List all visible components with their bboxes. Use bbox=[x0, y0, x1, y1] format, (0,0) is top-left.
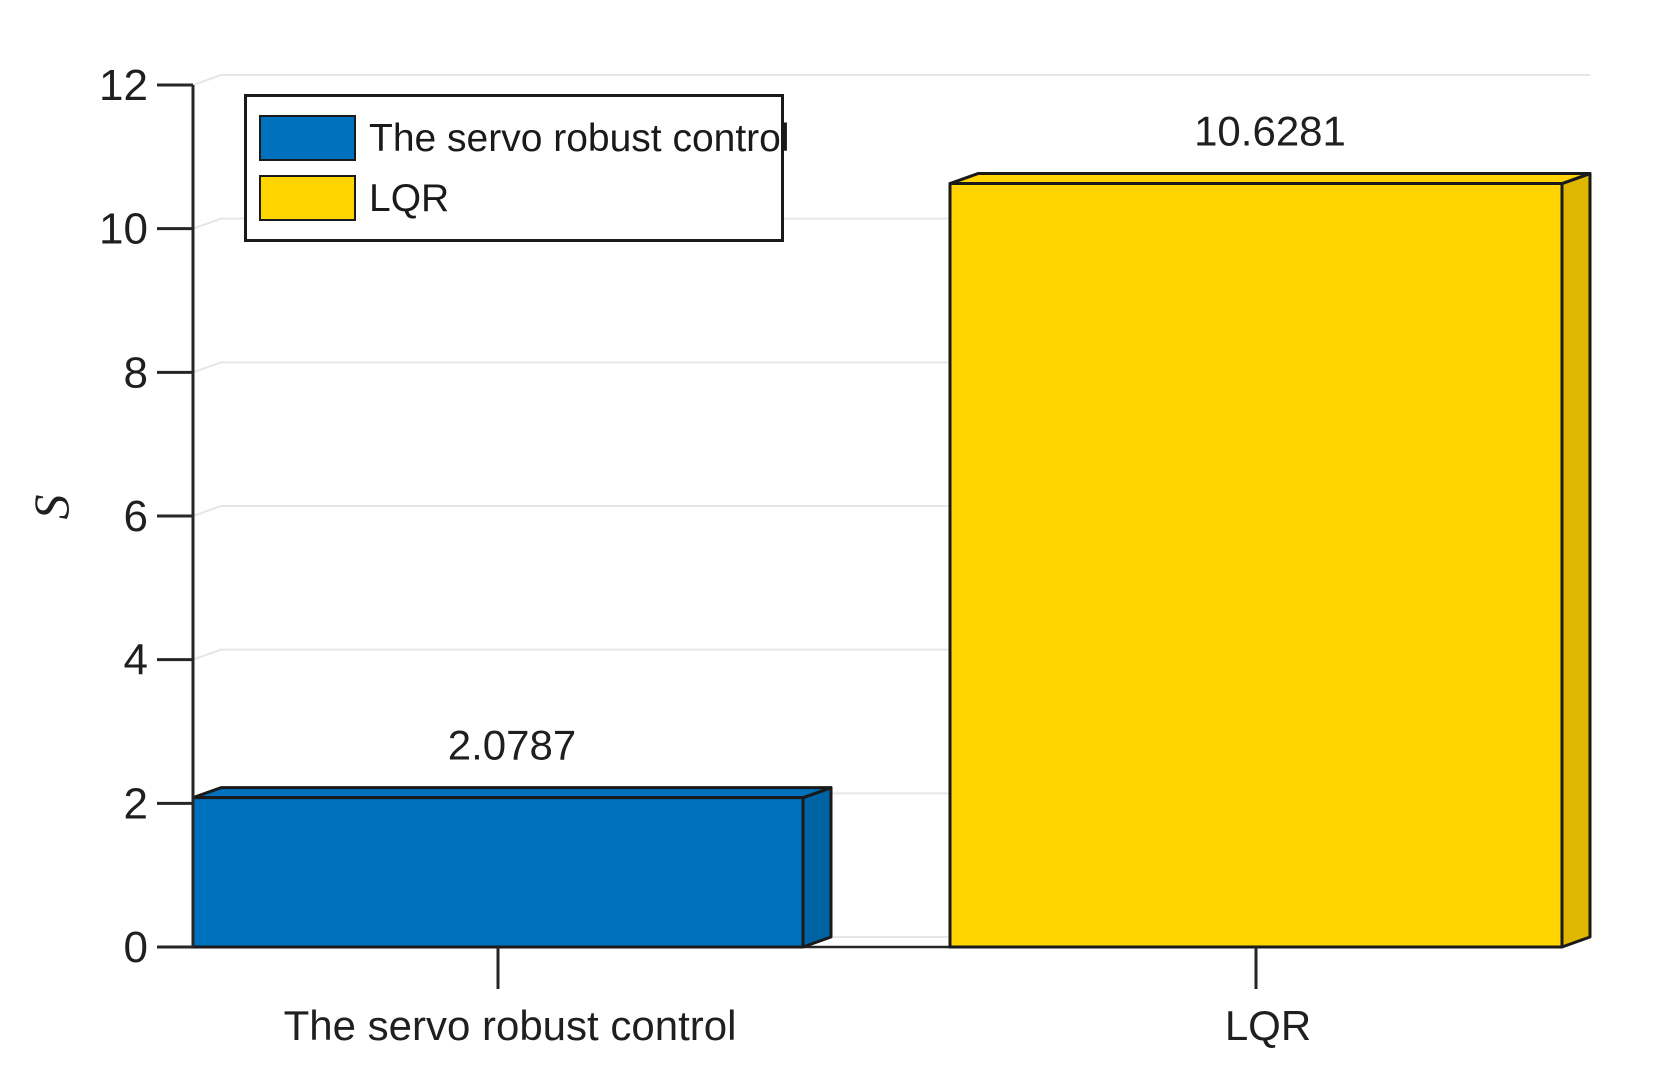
gridline-y-12 bbox=[192, 74, 1590, 86]
legend-swatch-yellow-icon bbox=[259, 175, 356, 221]
y-tick-label-2: 2 bbox=[124, 779, 148, 828]
legend-label-lqr: LQR bbox=[369, 176, 450, 220]
y-tick-label-12: 12 bbox=[99, 61, 148, 110]
y-tick-label-10: 10 bbox=[99, 205, 148, 254]
x-tick-label-0: The servo robust control bbox=[284, 1002, 737, 1049]
y-tick-label-6: 6 bbox=[124, 492, 148, 541]
legend-swatch-blue-icon bbox=[259, 115, 356, 161]
legend: The servo robust control LQR bbox=[244, 94, 790, 242]
y-tick-label-4: 4 bbox=[124, 636, 148, 685]
y-tick-label-0: 0 bbox=[124, 923, 148, 972]
legend-item-servo[interactable]: The servo robust control bbox=[259, 115, 790, 161]
bar-side-1[interactable] bbox=[1560, 172, 1592, 949]
legend-label-servo: The servo robust control bbox=[369, 116, 790, 160]
bar-value-label-0: 2.0787 bbox=[448, 722, 576, 769]
legend-item-lqr[interactable]: LQR bbox=[259, 175, 771, 221]
bar-value-label-1: 10.6281 bbox=[1194, 108, 1346, 155]
bar-side-0[interactable] bbox=[801, 786, 833, 949]
x-tick-label-1: LQR bbox=[1225, 1002, 1311, 1049]
y-axis-label: S bbox=[23, 494, 79, 520]
bar-front-1[interactable] bbox=[948, 182, 1564, 949]
y-tick-label-8: 8 bbox=[124, 348, 148, 397]
bar-front-0[interactable] bbox=[191, 796, 805, 949]
